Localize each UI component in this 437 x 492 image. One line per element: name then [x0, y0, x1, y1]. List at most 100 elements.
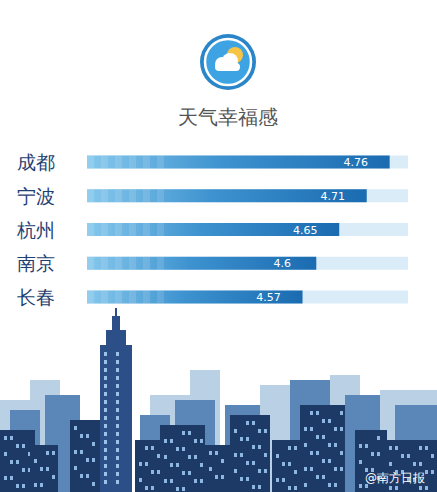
icon-ring [200, 34, 256, 90]
bar-pattern [157, 189, 164, 202]
tower-antenna [115, 308, 117, 317]
window [282, 478, 285, 482]
bar-pattern [115, 156, 122, 169]
window [234, 429, 237, 433]
bar-track [87, 223, 408, 236]
window [116, 440, 119, 444]
window [294, 470, 297, 474]
window [116, 480, 119, 484]
building-front [160, 425, 205, 492]
window [419, 446, 422, 450]
bar [87, 156, 390, 169]
window [104, 448, 107, 452]
window [234, 453, 237, 457]
window [104, 392, 107, 396]
window [34, 459, 37, 463]
window [34, 483, 37, 487]
bar-pattern [87, 189, 94, 202]
bar [87, 291, 303, 304]
window [92, 482, 95, 486]
category-label: 杭州 [16, 219, 55, 241]
window [104, 424, 107, 428]
window [116, 400, 119, 404]
building-front [0, 430, 35, 492]
window [258, 485, 261, 489]
window [288, 446, 291, 450]
window [170, 463, 173, 467]
window [359, 444, 362, 448]
window [116, 384, 119, 388]
window [431, 470, 434, 474]
window [104, 360, 107, 364]
window [310, 467, 313, 471]
window [264, 469, 267, 473]
window [294, 446, 297, 450]
window [104, 464, 107, 468]
window [316, 411, 319, 415]
window [340, 411, 343, 415]
bar-track [87, 257, 408, 270]
window [340, 451, 343, 455]
window [116, 464, 119, 468]
window [389, 486, 392, 490]
window [425, 486, 428, 490]
window [22, 484, 25, 488]
window [258, 469, 261, 473]
window [316, 435, 319, 439]
window [176, 447, 179, 451]
window [104, 480, 107, 484]
window [4, 452, 7, 456]
window [74, 466, 77, 470]
window [215, 475, 218, 479]
window [252, 461, 255, 465]
window [80, 450, 83, 454]
window [310, 411, 313, 415]
window [282, 462, 285, 466]
window [22, 444, 25, 448]
bar-pattern [143, 223, 150, 236]
window [10, 476, 13, 480]
window [316, 451, 319, 455]
window [419, 462, 422, 466]
bar-pattern [115, 291, 122, 304]
window [264, 453, 267, 457]
window [200, 479, 203, 483]
building-front [272, 440, 302, 492]
window [164, 439, 167, 443]
window [170, 439, 173, 443]
window [46, 451, 49, 455]
bar-pattern [157, 257, 164, 270]
bar-pattern [87, 223, 94, 236]
window [322, 419, 325, 423]
bar-pattern [129, 189, 136, 202]
bar-pattern [157, 291, 164, 304]
window [425, 446, 428, 450]
window [310, 451, 313, 455]
window [116, 416, 119, 420]
window [334, 443, 337, 447]
tower [100, 345, 132, 492]
window [389, 462, 392, 466]
category-label: 成都 [17, 151, 55, 173]
bar [87, 257, 316, 270]
window [246, 477, 249, 481]
window [139, 478, 142, 482]
bar-pattern [143, 291, 150, 304]
category-label: 宁波 [17, 185, 55, 207]
building-front [300, 405, 345, 492]
window [322, 475, 325, 479]
icon-cloud [215, 53, 240, 71]
window [194, 439, 197, 443]
bar-pattern [143, 257, 150, 270]
window [425, 470, 428, 474]
title: 天气幸福感 [178, 105, 278, 129]
bar-pattern [115, 189, 122, 202]
window [246, 461, 249, 465]
window [104, 416, 107, 420]
window [401, 454, 404, 458]
bars [87, 156, 390, 304]
window [413, 462, 416, 466]
window [46, 467, 49, 471]
window [304, 483, 307, 487]
window [288, 486, 291, 490]
